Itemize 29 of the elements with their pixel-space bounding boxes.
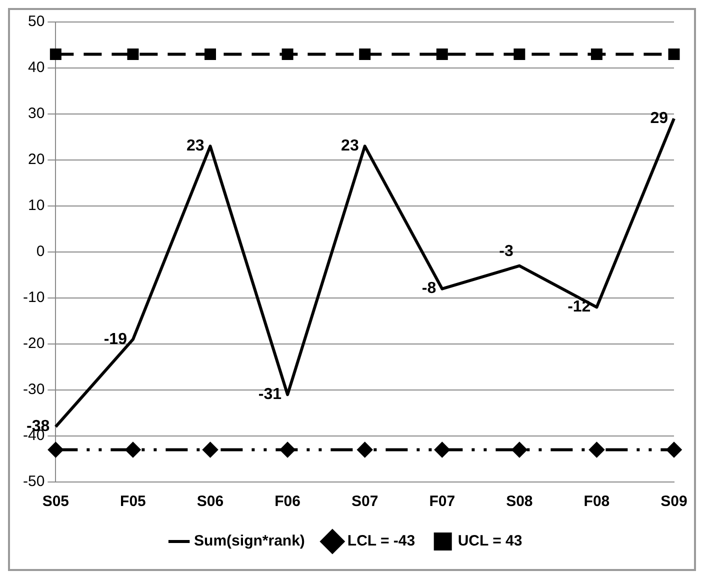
- y-tick-label: -30: [22, 381, 45, 398]
- x-tick-label: S07: [351, 493, 378, 510]
- data-label: -3: [499, 243, 514, 260]
- data-label: 23: [341, 138, 359, 155]
- x-tick-label: F05: [120, 493, 146, 510]
- y-tick-label: -20: [22, 335, 45, 352]
- x-tick-label: F07: [429, 493, 456, 510]
- y-tick-label: 40: [28, 59, 45, 76]
- y-tick-label: 10: [28, 197, 45, 214]
- x-tick-label: S09: [660, 493, 688, 510]
- x-tick-label: S05: [42, 493, 70, 510]
- y-tick-label: 20: [28, 151, 45, 168]
- data-label: -8: [422, 280, 436, 298]
- data-label: -19: [104, 330, 128, 348]
- data-label: 29: [650, 110, 668, 128]
- x-tick-label: S06: [196, 493, 224, 510]
- y-tick-label: 0: [36, 243, 45, 260]
- x-tick-label: S08: [506, 493, 533, 510]
- x-tick-label: F06: [274, 493, 300, 510]
- y-tick-label: -50: [22, 473, 45, 490]
- legend-label: Sum(sign*rank): [194, 532, 305, 550]
- y-tick-label: 50: [28, 13, 45, 30]
- y-tick-label: 30: [28, 105, 45, 122]
- data-label: 23: [186, 138, 204, 155]
- data-label: -31: [258, 386, 282, 404]
- legend-label: UCL = 43: [458, 532, 522, 550]
- x-tick-label: F08: [584, 493, 610, 510]
- y-tick-label: -10: [22, 289, 45, 306]
- legend-label: LCL = -43: [347, 532, 416, 550]
